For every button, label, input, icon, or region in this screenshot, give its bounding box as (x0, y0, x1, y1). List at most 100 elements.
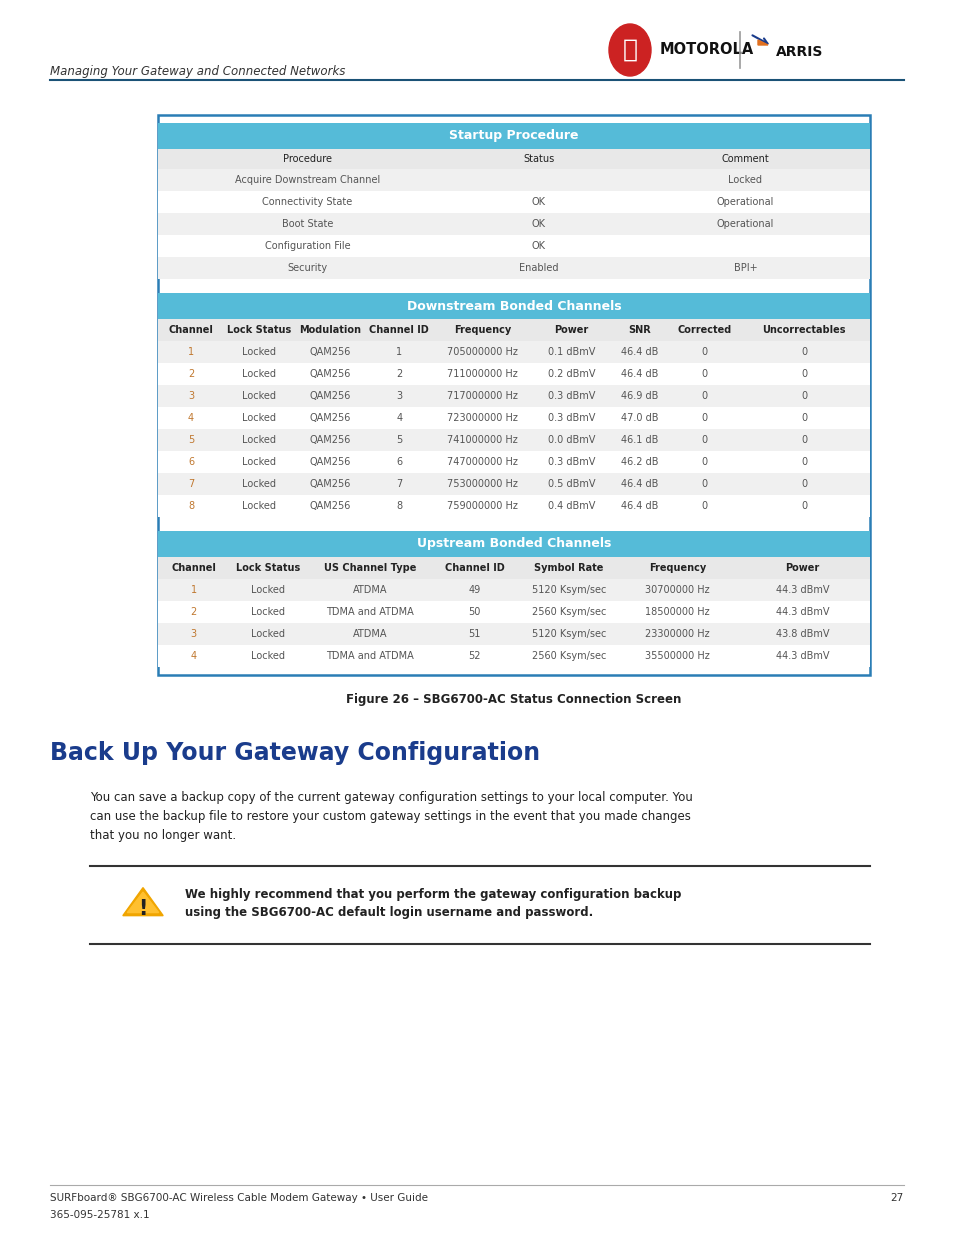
Text: Modulation: Modulation (298, 325, 360, 335)
Text: 8: 8 (395, 501, 402, 511)
Text: 0: 0 (801, 347, 806, 357)
Text: QAM256: QAM256 (309, 391, 351, 401)
Text: 2: 2 (188, 369, 194, 379)
Text: Comment: Comment (720, 154, 768, 164)
Text: 0: 0 (801, 435, 806, 445)
Text: 0: 0 (801, 501, 806, 511)
Text: 0: 0 (700, 412, 707, 424)
Text: 0: 0 (801, 391, 806, 401)
Text: 4: 4 (395, 412, 402, 424)
Text: 43.8 dBmV: 43.8 dBmV (775, 629, 828, 638)
Text: Security: Security (287, 263, 327, 273)
Ellipse shape (608, 23, 650, 77)
Text: We highly recommend that you perform the gateway configuration backup: We highly recommend that you perform the… (185, 888, 680, 902)
Text: 2560 Ksym/sec: 2560 Ksym/sec (532, 606, 606, 618)
Text: Symbol Rate: Symbol Rate (534, 563, 603, 573)
Text: QAM256: QAM256 (309, 435, 351, 445)
FancyBboxPatch shape (158, 115, 869, 676)
Text: Status: Status (523, 154, 554, 164)
FancyBboxPatch shape (158, 601, 869, 622)
Text: 1: 1 (191, 585, 196, 595)
Text: QAM256: QAM256 (309, 501, 351, 511)
Text: 46.4 dB: 46.4 dB (620, 501, 658, 511)
Text: Channel: Channel (169, 325, 213, 335)
Text: Figure 26 – SBG6700-AC Status Connection Screen: Figure 26 – SBG6700-AC Status Connection… (346, 693, 681, 706)
Text: 2: 2 (395, 369, 402, 379)
FancyBboxPatch shape (158, 557, 869, 579)
Text: 23300000 Hz: 23300000 Hz (645, 629, 709, 638)
FancyBboxPatch shape (158, 319, 869, 341)
Text: Locked: Locked (251, 585, 285, 595)
Text: 8: 8 (188, 501, 194, 511)
Text: 0: 0 (700, 479, 707, 489)
Text: 0: 0 (700, 391, 707, 401)
Text: Frequency: Frequency (648, 563, 705, 573)
Text: 46.4 dB: 46.4 dB (620, 347, 658, 357)
FancyBboxPatch shape (158, 495, 869, 517)
FancyBboxPatch shape (158, 293, 869, 319)
FancyBboxPatch shape (158, 408, 869, 429)
Text: MOTOROLA: MOTOROLA (659, 42, 754, 58)
Text: ARRIS: ARRIS (775, 44, 822, 59)
Text: QAM256: QAM256 (309, 412, 351, 424)
Text: 0.3 dBmV: 0.3 dBmV (547, 412, 595, 424)
Text: Locked: Locked (251, 651, 285, 661)
Text: ATDMA: ATDMA (353, 585, 387, 595)
Text: QAM256: QAM256 (309, 347, 351, 357)
FancyBboxPatch shape (158, 363, 869, 385)
Text: 0: 0 (801, 412, 806, 424)
Text: 46.4 dB: 46.4 dB (620, 479, 658, 489)
Text: 5120 Ksym/sec: 5120 Ksym/sec (532, 629, 606, 638)
FancyBboxPatch shape (158, 645, 869, 667)
Text: TDMA and ATDMA: TDMA and ATDMA (326, 651, 414, 661)
Text: 723000000 Hz: 723000000 Hz (447, 412, 517, 424)
Text: Lock Status: Lock Status (236, 563, 300, 573)
Text: QAM256: QAM256 (309, 479, 351, 489)
FancyBboxPatch shape (158, 149, 869, 169)
Text: !: ! (138, 899, 148, 919)
Text: Ⓜ: Ⓜ (622, 38, 637, 62)
Text: 6: 6 (188, 457, 194, 467)
FancyBboxPatch shape (158, 212, 869, 235)
Text: Operational: Operational (716, 198, 773, 207)
Text: Locked: Locked (241, 479, 275, 489)
Text: Boot State: Boot State (281, 219, 333, 228)
Text: 0: 0 (700, 435, 707, 445)
Text: Managing Your Gateway and Connected Networks: Managing Your Gateway and Connected Netw… (50, 65, 345, 78)
Text: 46.4 dB: 46.4 dB (620, 369, 658, 379)
Text: 3: 3 (191, 629, 196, 638)
Text: 3: 3 (188, 391, 194, 401)
Text: 0.1 dBmV: 0.1 dBmV (547, 347, 595, 357)
Text: 44.3 dBmV: 44.3 dBmV (775, 606, 828, 618)
Text: 4: 4 (191, 651, 196, 661)
Text: ATDMA: ATDMA (353, 629, 387, 638)
Text: Downstream Bonded Channels: Downstream Bonded Channels (406, 300, 620, 312)
Text: 49: 49 (468, 585, 480, 595)
Text: 2: 2 (191, 606, 196, 618)
FancyBboxPatch shape (158, 473, 869, 495)
Text: Locked: Locked (241, 391, 275, 401)
FancyBboxPatch shape (158, 579, 869, 601)
Text: Power: Power (784, 563, 819, 573)
Text: 705000000 Hz: 705000000 Hz (447, 347, 517, 357)
Text: 0: 0 (700, 369, 707, 379)
Text: 0.5 dBmV: 0.5 dBmV (547, 479, 595, 489)
FancyBboxPatch shape (158, 385, 869, 408)
Text: BPI+: BPI+ (733, 263, 757, 273)
Text: 0.0 dBmV: 0.0 dBmV (547, 435, 595, 445)
Text: 759000000 Hz: 759000000 Hz (447, 501, 517, 511)
Text: 3: 3 (395, 391, 402, 401)
Text: 35500000 Hz: 35500000 Hz (645, 651, 709, 661)
Text: Lock Status: Lock Status (227, 325, 291, 335)
Text: 7: 7 (188, 479, 194, 489)
Text: Locked: Locked (241, 369, 275, 379)
Text: 30700000 Hz: 30700000 Hz (645, 585, 709, 595)
FancyBboxPatch shape (158, 531, 869, 557)
Text: 5120 Ksym/sec: 5120 Ksym/sec (532, 585, 606, 595)
Text: 4: 4 (188, 412, 194, 424)
Text: Locked: Locked (728, 175, 761, 185)
FancyBboxPatch shape (158, 429, 869, 451)
Text: Power: Power (554, 325, 588, 335)
Text: 741000000 Hz: 741000000 Hz (447, 435, 517, 445)
Text: 365-095-25781 x.1: 365-095-25781 x.1 (50, 1210, 150, 1220)
